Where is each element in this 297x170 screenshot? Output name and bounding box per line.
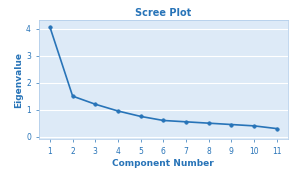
Y-axis label: Eigenvalue: Eigenvalue (14, 52, 23, 108)
Title: Scree Plot: Scree Plot (135, 8, 192, 18)
X-axis label: Component Number: Component Number (113, 159, 214, 168)
